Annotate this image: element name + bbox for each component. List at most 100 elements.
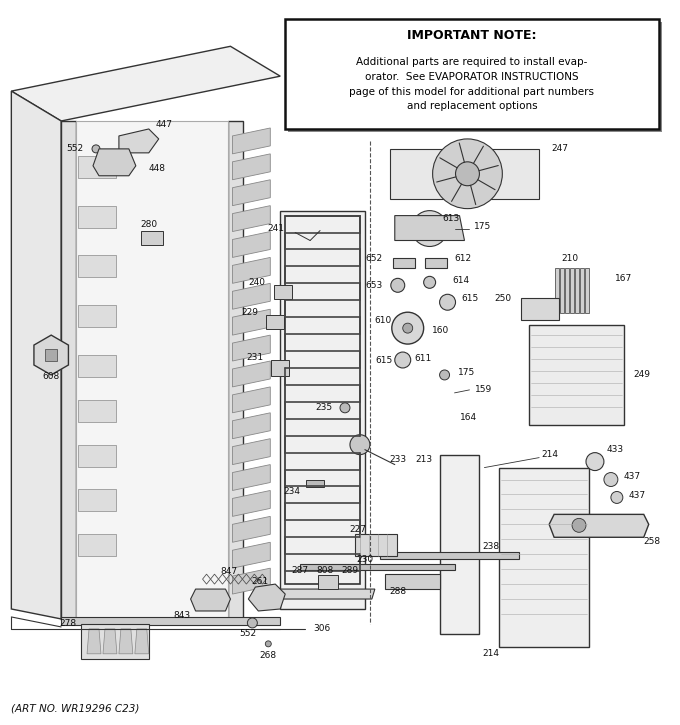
Bar	[424, 258, 447, 268]
Text: Additional parts are required to install evap-
orator.  See EVAPORATOR INSTRUCTI: Additional parts are required to install…	[350, 57, 594, 112]
Circle shape	[586, 452, 604, 471]
Text: 214: 214	[482, 650, 499, 658]
Polygon shape	[78, 305, 116, 327]
Text: 250: 250	[494, 294, 511, 303]
Polygon shape	[233, 361, 270, 387]
Circle shape	[265, 641, 271, 647]
Text: 552: 552	[66, 144, 83, 154]
Text: 608: 608	[43, 373, 60, 381]
Polygon shape	[248, 584, 285, 611]
Polygon shape	[233, 465, 270, 491]
Bar	[565, 268, 569, 313]
Polygon shape	[12, 91, 61, 619]
Polygon shape	[233, 542, 270, 568]
Text: 233: 233	[390, 455, 407, 464]
Text: 615: 615	[375, 355, 393, 365]
Bar	[499, 468, 589, 647]
Text: 613: 613	[443, 214, 460, 223]
Circle shape	[392, 312, 424, 344]
Text: IMPORTANT NOTE:: IMPORTANT NOTE:	[407, 29, 537, 42]
Polygon shape	[275, 589, 375, 599]
Text: 437: 437	[629, 491, 646, 500]
Circle shape	[411, 211, 447, 247]
Circle shape	[432, 139, 503, 209]
Bar	[385, 574, 439, 589]
Text: 164: 164	[460, 413, 477, 422]
Polygon shape	[87, 629, 101, 654]
Text: 447: 447	[156, 120, 173, 130]
Polygon shape	[93, 149, 136, 175]
Text: 167: 167	[615, 274, 632, 283]
Circle shape	[604, 473, 618, 486]
Polygon shape	[12, 46, 280, 121]
Text: 287: 287	[292, 566, 309, 575]
Text: 847: 847	[220, 567, 237, 576]
Bar	[45, 349, 57, 361]
Polygon shape	[119, 629, 133, 654]
Text: 437: 437	[624, 472, 641, 481]
Polygon shape	[390, 149, 539, 199]
Text: 288: 288	[390, 587, 407, 595]
Bar	[393, 258, 415, 268]
Bar	[318, 575, 338, 589]
Text: 159: 159	[475, 386, 493, 394]
Bar	[522, 298, 559, 320]
Polygon shape	[135, 629, 149, 654]
Polygon shape	[233, 206, 270, 231]
Circle shape	[424, 276, 436, 289]
Text: 229: 229	[241, 307, 258, 317]
Circle shape	[92, 145, 100, 153]
Text: 227: 227	[350, 525, 367, 534]
Bar	[228, 121, 243, 619]
Circle shape	[439, 294, 456, 310]
Text: 615: 615	[462, 294, 479, 303]
Polygon shape	[300, 564, 454, 570]
Text: 214: 214	[541, 450, 558, 459]
Circle shape	[395, 352, 411, 368]
Bar	[355, 534, 396, 556]
Text: 240: 240	[248, 278, 265, 287]
Text: 289: 289	[341, 566, 358, 575]
Polygon shape	[233, 180, 270, 206]
Polygon shape	[34, 335, 69, 375]
Text: 258: 258	[644, 536, 661, 546]
Text: 213: 213	[415, 455, 432, 464]
Polygon shape	[233, 128, 270, 154]
Polygon shape	[78, 400, 116, 422]
Text: 241: 241	[267, 224, 284, 233]
Polygon shape	[233, 283, 270, 310]
Bar	[306, 479, 324, 487]
Bar	[285, 215, 360, 584]
Bar	[529, 325, 624, 425]
Text: 448: 448	[149, 165, 166, 173]
Polygon shape	[78, 444, 116, 467]
Bar	[280, 211, 365, 609]
Text: 160: 160	[432, 326, 449, 335]
Bar	[61, 617, 280, 625]
Bar	[585, 268, 589, 313]
Text: 611: 611	[415, 354, 432, 362]
Text: 235: 235	[315, 403, 332, 413]
Text: 614: 614	[452, 276, 470, 285]
Text: 238: 238	[483, 542, 500, 551]
Circle shape	[439, 370, 449, 380]
Polygon shape	[233, 439, 270, 465]
Polygon shape	[233, 568, 270, 594]
Polygon shape	[233, 516, 270, 542]
Polygon shape	[78, 534, 116, 556]
Polygon shape	[233, 413, 270, 439]
Text: 268: 268	[260, 651, 277, 660]
Bar	[267, 315, 284, 329]
Bar	[580, 268, 584, 313]
Text: 433: 433	[607, 445, 624, 454]
Circle shape	[391, 278, 405, 292]
Polygon shape	[78, 355, 116, 377]
Bar	[555, 268, 559, 313]
Text: 552: 552	[239, 629, 256, 639]
Circle shape	[248, 618, 257, 628]
Circle shape	[611, 492, 623, 503]
Circle shape	[572, 518, 586, 532]
Bar	[439, 455, 479, 634]
Text: 280: 280	[140, 220, 157, 229]
Bar	[271, 360, 289, 376]
